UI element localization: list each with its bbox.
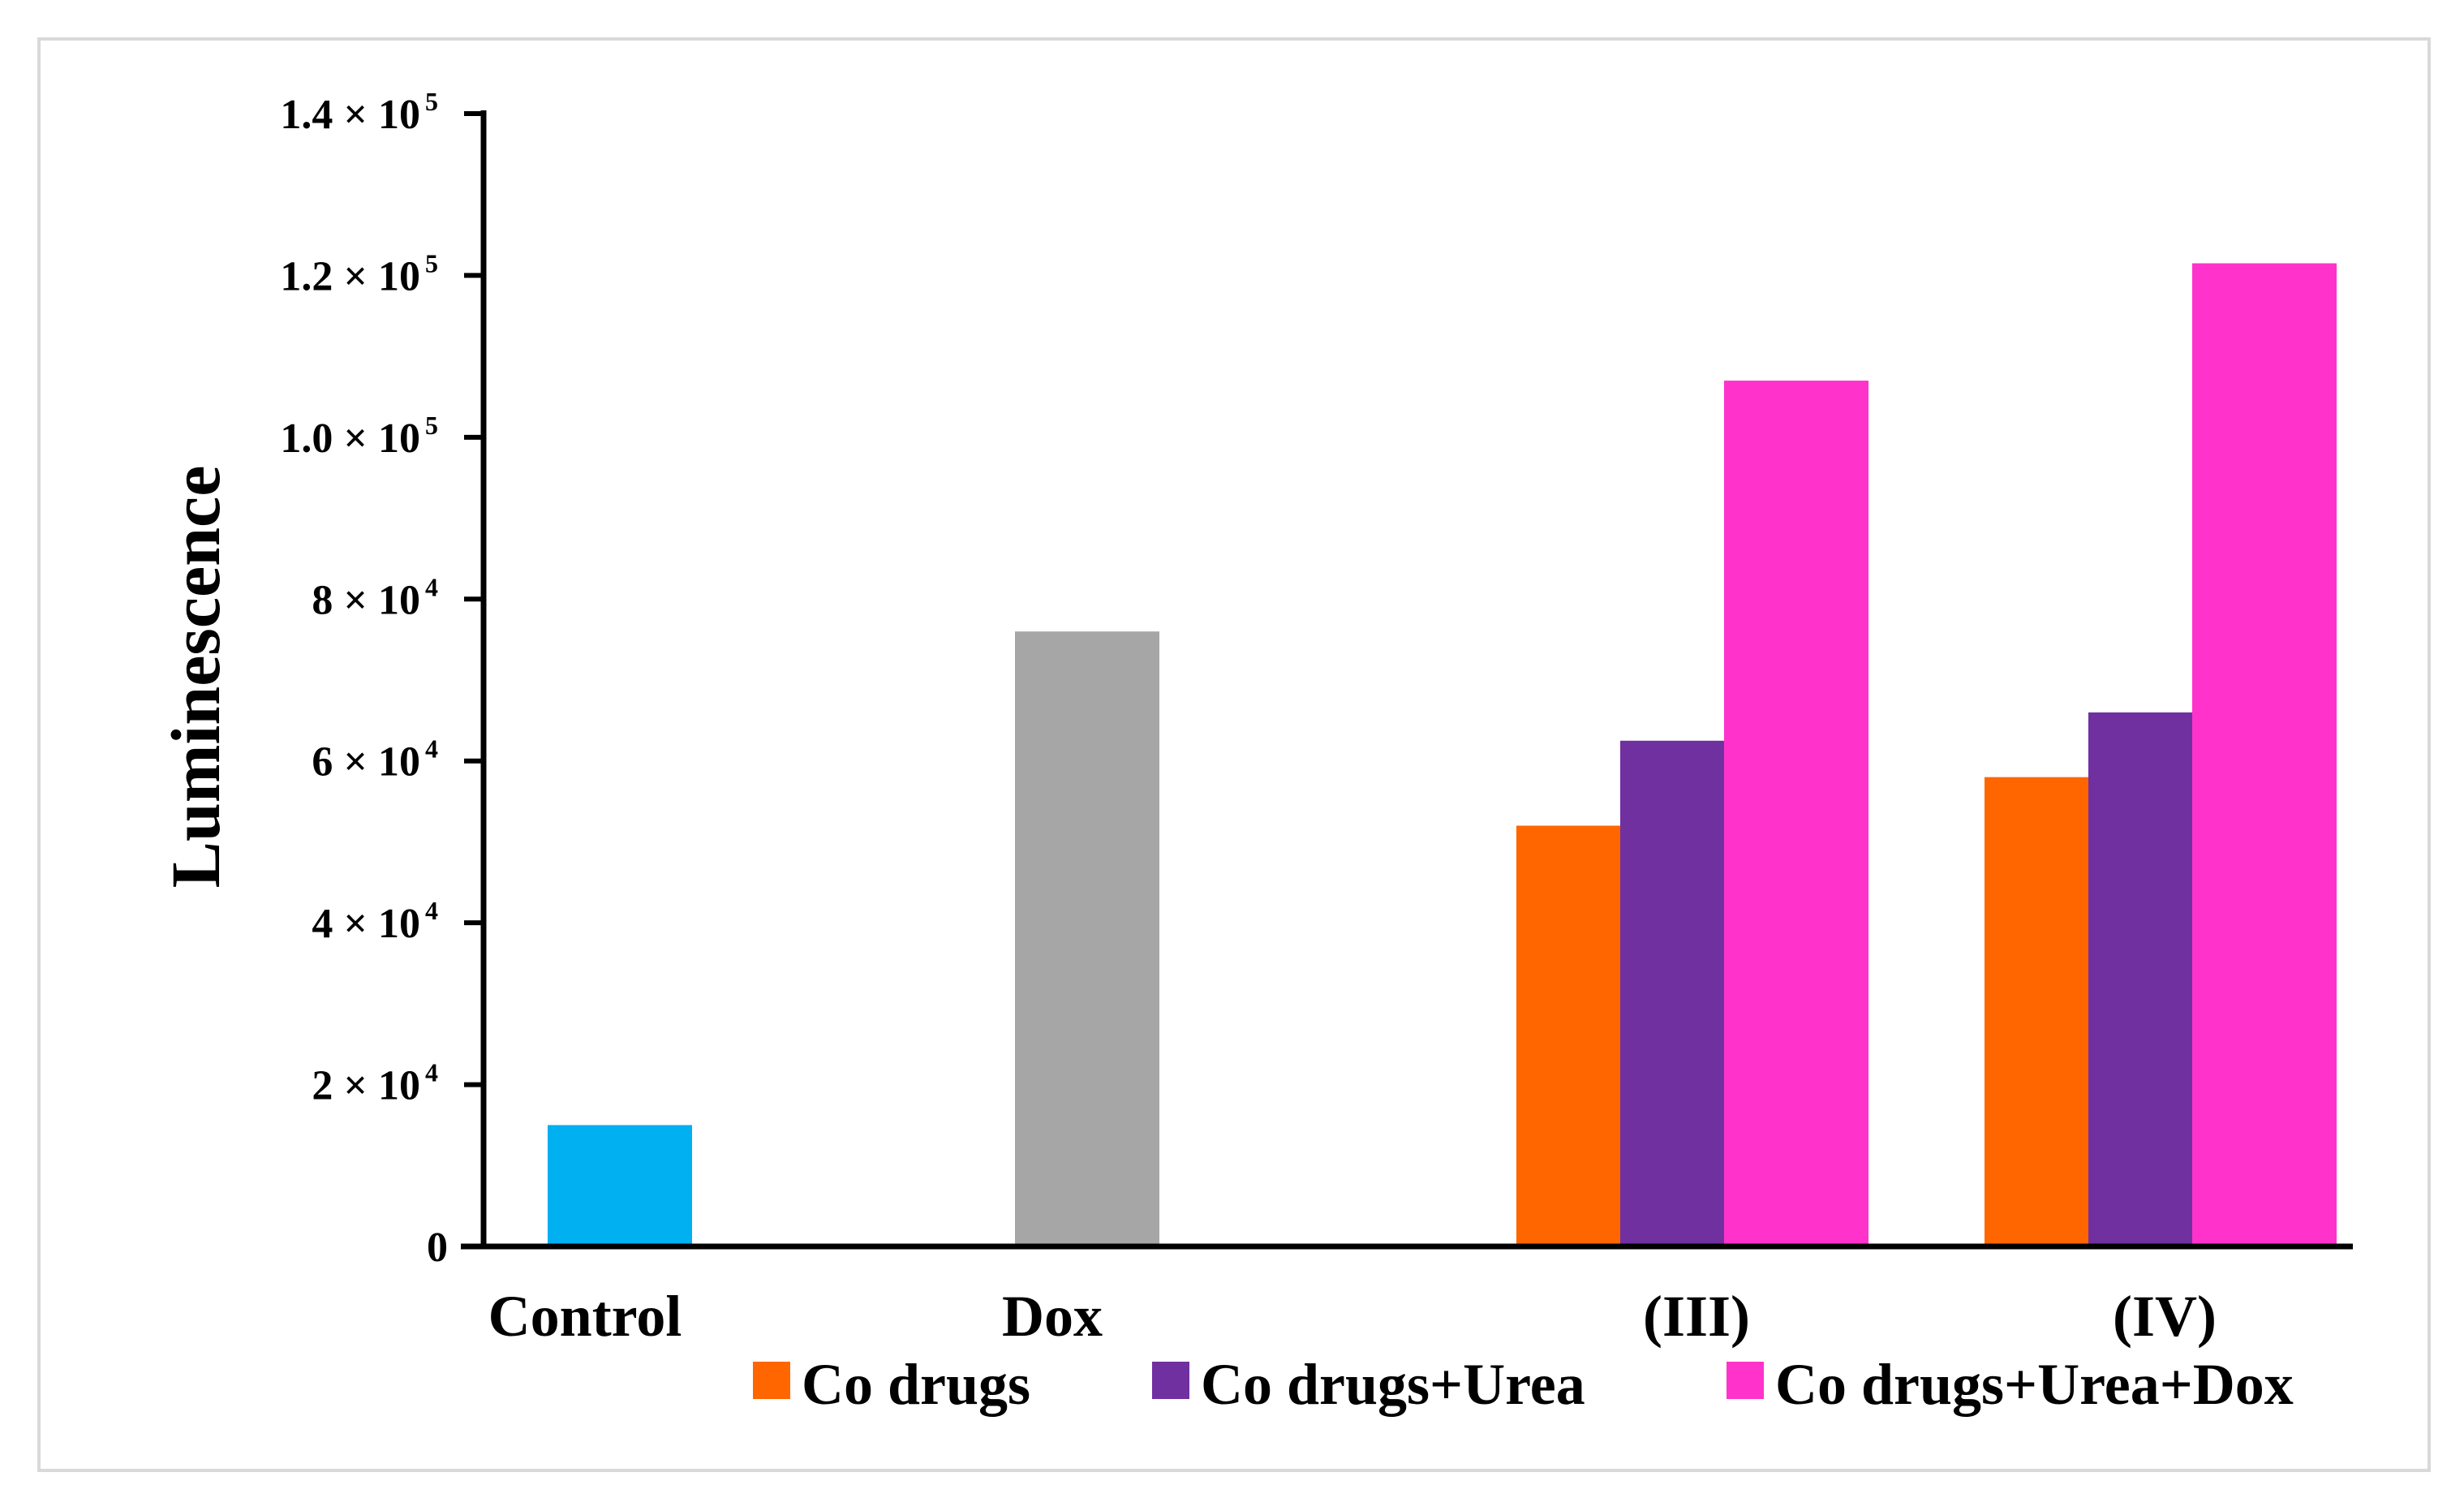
legend-swatch-co-drugs-urea-dox	[1727, 1362, 1764, 1399]
bar-iv-co-drugs	[1985, 777, 2088, 1246]
legend: Co drugs Co drugs+Urea Co drugs+Urea+Dox	[753, 1352, 2294, 1417]
bar-control	[548, 1125, 692, 1246]
bar-dox	[1015, 631, 1159, 1246]
bar-iii-co-drugs	[1516, 825, 1620, 1246]
category-labels-layer: Control Dox (III) (IV)	[488, 1284, 2217, 1349]
y-tick-label: 4 × 10 4	[312, 896, 438, 947]
bars-layer	[548, 263, 2337, 1246]
bar-iv-co-drugs-urea-dox	[2192, 263, 2337, 1246]
legend-label-co-drugs-urea-dox: Co drugs+Urea+Dox	[1775, 1352, 2294, 1417]
x-category-label-iv: (IV)	[2113, 1284, 2217, 1349]
y-tick-label: 6 × 10 4	[312, 734, 438, 786]
bar-iii-co-drugs-urea	[1620, 740, 1724, 1246]
chart-frame: 0 2 × 10 4 4 × 10 4 6 × 10 4 8 × 10 4 1.0 × 10 5 1.…	[37, 37, 2431, 1472]
y-tick-label: 1.2 × 10 5	[280, 248, 438, 299]
y-tick-label: 2 × 10 4	[312, 1058, 438, 1109]
y-axis-label: Luminescence	[157, 466, 234, 889]
luminescence-bar-chart: 0 2 × 10 4 4 × 10 4 6 × 10 4 8 × 10 4 1.0 × 10 5 1.…	[157, 87, 2353, 1417]
x-category-label-dox: Dox	[1002, 1284, 1103, 1349]
y-tick-label: 0	[427, 1225, 448, 1271]
x-category-label-iii: (III)	[1643, 1284, 1750, 1349]
y-ticks-layer: 0 2 × 10 4 4 × 10 4 6 × 10 4 8 × 10 4 1.0 × 10 5 1.…	[280, 87, 484, 1271]
x-category-label-control: Control	[488, 1284, 682, 1349]
legend-label-co-drugs-urea: Co drugs+Urea	[1201, 1352, 1585, 1417]
bar-iii-co-drugs-urea-dox	[1724, 381, 1868, 1246]
y-tick-label: 1.0 × 10 5	[280, 411, 438, 462]
y-tick-label: 1.4 × 10 5	[280, 87, 438, 138]
axes-layer	[461, 110, 2353, 1250]
legend-swatch-co-drugs-urea	[1152, 1362, 1189, 1399]
y-tick-label: 8 × 10 4	[312, 572, 438, 623]
bar-iv-co-drugs-urea	[2088, 712, 2192, 1246]
legend-label-co-drugs: Co drugs	[802, 1352, 1030, 1417]
legend-swatch-co-drugs	[753, 1362, 790, 1399]
